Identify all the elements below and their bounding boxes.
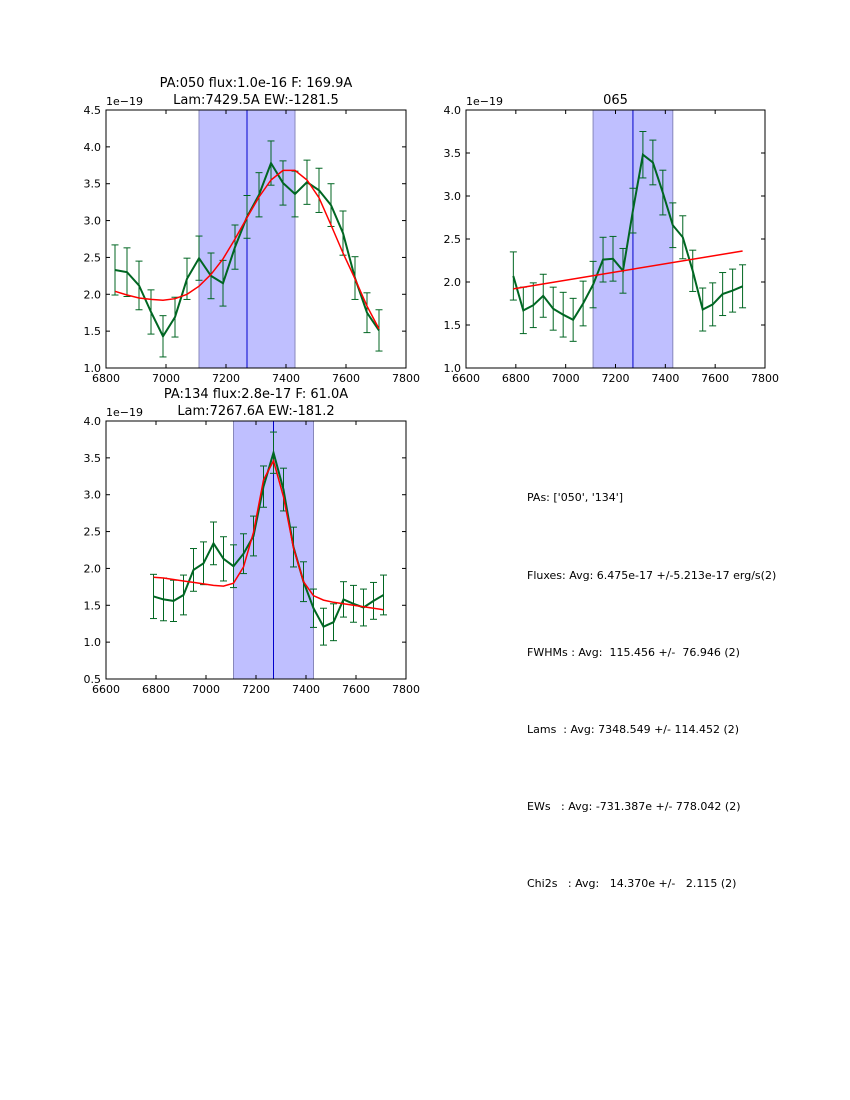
y-offset-label: 1e−19 xyxy=(106,95,143,108)
x-tick-label: 7200 xyxy=(602,372,630,385)
points-fit xyxy=(114,170,380,329)
x-tick-label: 7000 xyxy=(552,372,580,385)
stats-lams: Lams : Avg: 7348.549 +/- 114.452 (2) xyxy=(527,722,740,736)
y-tick-label: 4.0 xyxy=(84,141,102,154)
x-tick-label: 6800 xyxy=(502,372,530,385)
plot-area xyxy=(150,421,387,679)
x-tick-label: 7800 xyxy=(751,372,779,385)
summary-stats: PAs: ['050', '134'] Fluxes: Avg: 6.475e-… xyxy=(527,434,776,922)
series-fit xyxy=(513,250,743,290)
points-fit xyxy=(513,251,743,289)
y-tick-label: 3.0 xyxy=(84,215,102,228)
x-tick-label: 7000 xyxy=(192,683,220,696)
y-offset-label: 1e−19 xyxy=(106,406,143,419)
y-tick-label: 1.5 xyxy=(444,319,462,332)
chart-title: PA:050 flux:1.0e-16 F: 169.9A xyxy=(160,76,353,91)
x-tick-label: 7400 xyxy=(272,372,300,385)
y-tick-label: 2.5 xyxy=(444,233,462,246)
x-tick-label: 7600 xyxy=(701,372,729,385)
y-tick-label: 2.5 xyxy=(84,251,102,264)
points-fit xyxy=(153,460,384,610)
y-tick-label: 2.5 xyxy=(84,526,102,539)
x-tick-label: 7200 xyxy=(242,683,270,696)
chart-2: 6600 6800 7000 7200 7400 7600 7800 1.0 1.5 2.0 2.5… xyxy=(444,93,780,385)
y-tick-label: 1.0 xyxy=(444,362,462,375)
x-tick-label: 7400 xyxy=(292,683,320,696)
y-tick-label: 1.0 xyxy=(84,636,102,649)
x-tick-label: 7800 xyxy=(392,372,420,385)
x-tick-label: 7000 xyxy=(152,372,180,385)
chart-title: Lam:7429.5A EW:-1281.5 xyxy=(173,93,339,108)
y-offset-label: 1e−19 xyxy=(466,95,503,108)
plot-area xyxy=(509,110,747,368)
y-tick-label: 3.0 xyxy=(84,489,102,502)
y-tick-label: 3.5 xyxy=(84,178,102,191)
x-tick-label: 6800 xyxy=(92,372,120,385)
y-tick-label: 2.0 xyxy=(84,288,102,301)
y-tick-label: 2.0 xyxy=(444,276,462,289)
x-tick-label: 7200 xyxy=(212,372,240,385)
chart-title: PA:134 flux:2.8e-17 F: 61.0A xyxy=(164,387,348,402)
y-tick-label: 1.5 xyxy=(84,325,102,338)
x-tick-label: 7600 xyxy=(342,683,370,696)
series-fit xyxy=(114,169,380,330)
y-tick-label: 3.5 xyxy=(84,452,102,465)
points-data xyxy=(513,154,743,320)
x-tick-label: 6600 xyxy=(92,683,120,696)
chart-3: 6600 6800 7000 7200 7400 7600 7800 0.5 1.0 1.5 2.0… xyxy=(84,387,421,696)
stats-fwhms: FWHMs : Avg: 115.456 +/- 76.946 (2) xyxy=(527,645,740,659)
series-fit xyxy=(153,458,384,611)
stats-fluxes: Fluxes: Avg: 6.475e-17 +/-5.213e-17 erg/… xyxy=(527,568,777,582)
series-data xyxy=(512,152,743,322)
y-tick-label: 4.0 xyxy=(444,104,462,117)
stats-ews: EWs : Avg: -731.387e +/- 778.042 (2) xyxy=(527,799,741,813)
y-tick-label: 4.5 xyxy=(84,104,102,117)
chart-1: 6800 7000 7200 7400 7600 7800 1.0 1.5 2.0 2.5 3.0 3… xyxy=(84,76,421,385)
stats-chi2s: Chi2s : Avg: 14.370e +/- 2.115 (2) xyxy=(527,876,737,890)
axes-frame xyxy=(105,109,407,369)
y-tick-label: 4.0 xyxy=(84,415,102,428)
x-tick-label: 6600 xyxy=(452,372,480,385)
x-tick-label: 7800 xyxy=(392,683,420,696)
y-tick-label: 2.0 xyxy=(84,562,102,575)
stats-pas: PAs: ['050', '134'] xyxy=(527,491,624,505)
chart-title: 065 xyxy=(603,93,628,108)
points-data xyxy=(153,452,384,627)
y-tick-label: 1.0 xyxy=(84,362,102,375)
plot-area xyxy=(111,110,383,368)
x-tick-label: 7600 xyxy=(332,372,360,385)
y-tick-label: 1.5 xyxy=(84,599,102,612)
y-tick-label: 3.0 xyxy=(444,190,462,203)
x-tick-label: 6800 xyxy=(142,683,170,696)
chart-title: Lam:7267.6A EW:-181.2 xyxy=(177,404,334,419)
x-tick-label: 7400 xyxy=(651,372,679,385)
y-tick-label: 0.5 xyxy=(84,673,102,686)
y-tick-label: 3.5 xyxy=(444,147,462,160)
